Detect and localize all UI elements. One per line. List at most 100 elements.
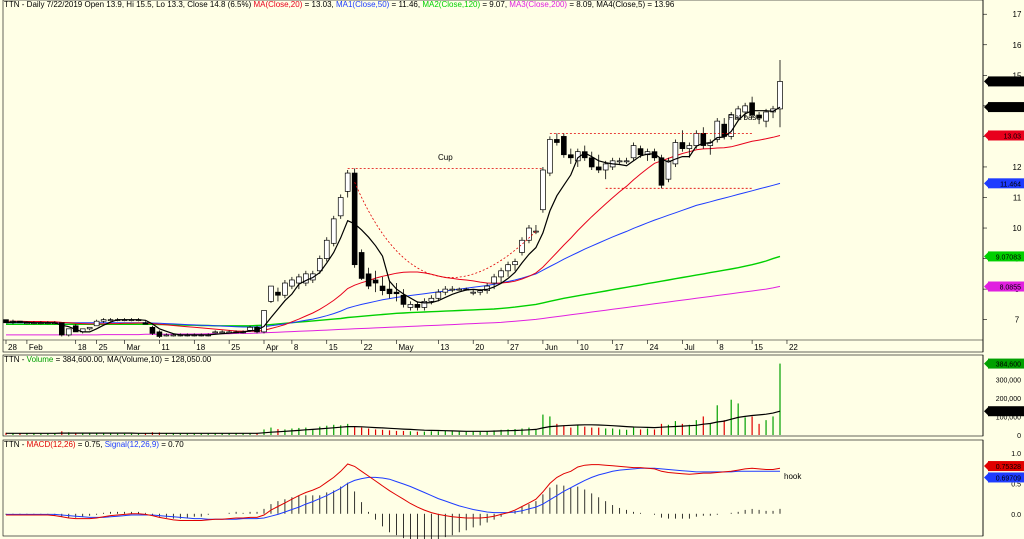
date-tick-label: 11 <box>161 343 170 352</box>
candle <box>595 154 602 174</box>
candle <box>742 102 748 119</box>
candle-body <box>651 151 658 159</box>
candle-body <box>400 294 407 305</box>
macd-y-tick-label: 0.5 <box>1011 481 1021 488</box>
candle <box>588 151 595 170</box>
candle-body <box>142 322 149 325</box>
candle-body <box>595 166 602 171</box>
candle <box>372 270 379 293</box>
date-tick-label: 15 <box>329 343 338 352</box>
date-tick-label: 25 <box>231 343 240 352</box>
candle-body <box>414 304 421 308</box>
price-badge: 9.07083 <box>984 251 1024 262</box>
candle-body <box>540 169 546 211</box>
candle <box>351 168 358 268</box>
volume-header: TTN - Volume = 384,600.00, MA(Volume,10)… <box>4 355 212 364</box>
price-header: TTN - Daily 7/22/2019 Open 13.9, Hi 15.5… <box>4 0 675 9</box>
candle-body <box>316 258 323 272</box>
candle <box>533 224 539 235</box>
price-header-part: = 11.46, <box>389 0 422 9</box>
candle <box>275 287 281 302</box>
candle-body <box>351 172 358 266</box>
volume-y-tick-label: 200,000 <box>996 396 1021 403</box>
date-tick-label: 8 <box>719 343 724 352</box>
candle-body <box>107 319 114 322</box>
candle <box>540 166 546 213</box>
price-badge: 8.0855 <box>984 281 1024 292</box>
hook-annotation: hook <box>784 472 802 481</box>
candle-body <box>777 81 783 110</box>
candle-body <box>533 230 539 233</box>
date-tick-label: Jul <box>684 343 694 352</box>
candle-body <box>282 282 288 296</box>
price-header-part: MA2(Close,120) <box>422 0 480 9</box>
date-tick-label: 10 <box>580 343 589 352</box>
candle <box>456 287 463 291</box>
price-header-part: = 9.07, <box>480 0 509 9</box>
candle-body <box>407 304 414 308</box>
price-badge-bg <box>988 76 1024 87</box>
price-badge: 11.464 <box>984 178 1024 189</box>
candle <box>344 170 351 198</box>
candle-body <box>686 145 693 149</box>
candle <box>512 258 518 271</box>
candle <box>756 111 762 125</box>
candle-body <box>763 111 769 122</box>
volume-header-part: TTN - <box>4 355 27 364</box>
candle <box>616 157 623 164</box>
price-header-part: = 13.96 <box>645 0 675 9</box>
candle <box>714 118 721 143</box>
date-tick-label: Jun <box>545 343 558 352</box>
candle <box>554 133 560 146</box>
candle-body <box>149 326 156 334</box>
candle-body <box>630 145 637 159</box>
candle-body <box>568 154 574 159</box>
candle <box>679 130 686 152</box>
volume-badge: 128,050 <box>984 406 1024 417</box>
candle-body <box>554 139 560 143</box>
candle-body <box>756 114 762 119</box>
candle <box>386 279 393 299</box>
candle-body <box>303 273 309 284</box>
candle-body <box>526 227 532 241</box>
price-badge-bg <box>988 281 1024 292</box>
candle-body <box>561 136 567 156</box>
candle <box>296 273 302 290</box>
price-badge-pointer <box>984 77 988 86</box>
candle <box>602 160 609 180</box>
candle-body <box>170 334 177 337</box>
candle <box>100 318 107 323</box>
candle <box>623 157 630 164</box>
price-badge-pointer <box>984 131 988 140</box>
candle-body <box>547 139 553 174</box>
volume-badge-bg <box>988 406 1024 417</box>
candle <box>686 142 693 158</box>
volume-badge: 384,600 <box>984 358 1024 369</box>
candle <box>289 276 295 290</box>
candle <box>330 215 337 247</box>
candle-body <box>449 288 456 291</box>
price-header-part: MA4(Close,5) <box>596 0 645 9</box>
candle <box>728 111 734 140</box>
candle <box>163 333 170 337</box>
candle-body <box>665 160 672 180</box>
candle-body <box>602 163 609 171</box>
candle <box>393 283 400 302</box>
candle-body <box>372 279 379 284</box>
volume-header-part: Volume <box>27 355 54 364</box>
candle-body <box>512 261 518 266</box>
candle <box>400 289 407 308</box>
date-tick-label: Feb <box>29 343 43 352</box>
candle-body <box>365 273 372 287</box>
macd-badge-pointer <box>984 473 988 482</box>
candle-body <box>421 300 428 308</box>
date-tick-label: 24 <box>650 343 659 352</box>
candle <box>407 301 414 311</box>
candle-body <box>442 288 449 293</box>
date-tick-label: 15 <box>754 343 763 352</box>
date-tick-label: 27 <box>510 343 519 352</box>
volume-panel: 300,000 200,000 100,000 0 384,600 128,050 TTN … <box>2 354 1024 440</box>
date-tick-label: 13 <box>440 343 449 352</box>
